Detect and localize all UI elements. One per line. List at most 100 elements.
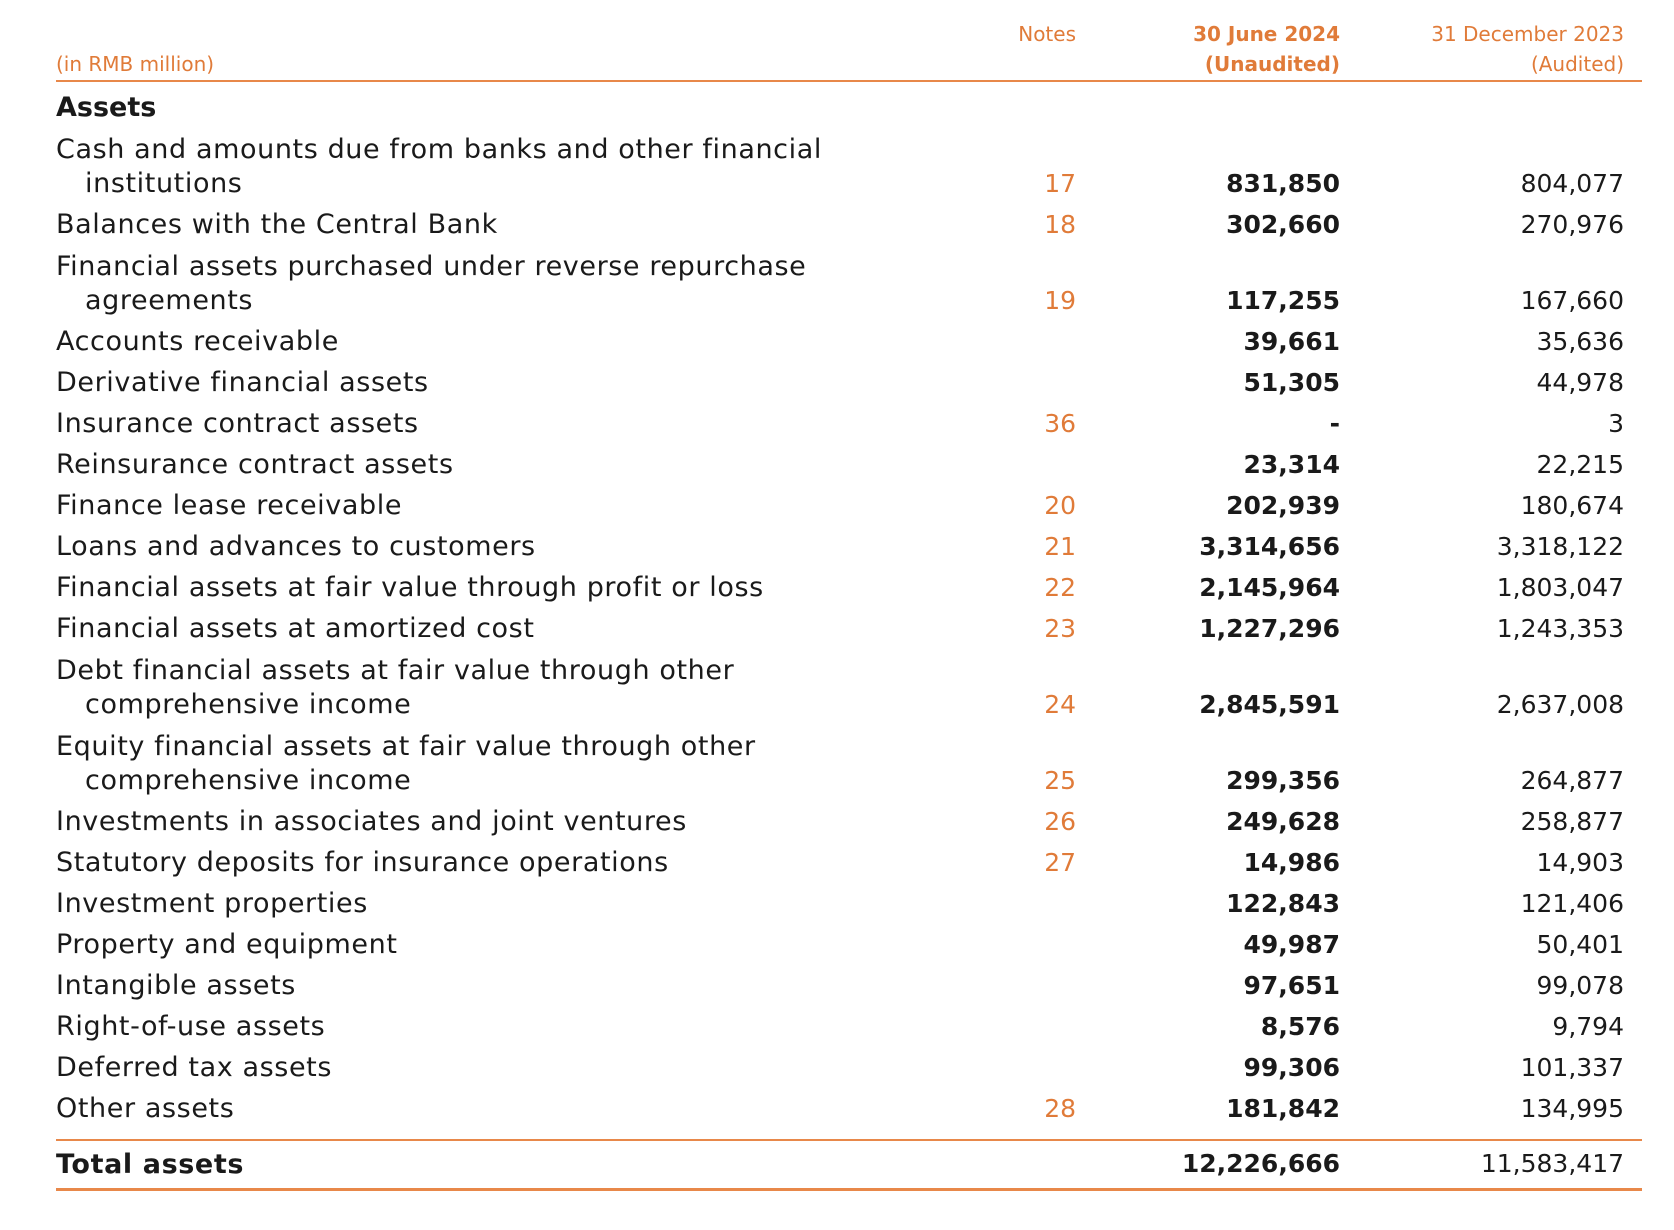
row-prior-value: 167,660 <box>1520 286 1624 315</box>
table-row: Property and equipment 49,987 50,401 <box>56 928 1642 969</box>
row-label-line: Investment properties <box>56 888 368 919</box>
row-note: 23 <box>1044 614 1076 643</box>
row-current-value: 49,987 <box>1243 930 1340 959</box>
notes-column-header: Notes <box>1018 22 1076 46</box>
row-label-line: Financial assets at fair value through p… <box>56 572 764 603</box>
asset-rows: Cash and amounts due from banks and othe… <box>56 132 1642 1133</box>
row-current-value: 14,986 <box>1243 848 1340 877</box>
table-header: (in RMB million) Notes 30 June 2024 (Una… <box>56 18 1642 82</box>
table-row: Balances with the Central Bank 18 302,660 2… <box>56 208 1642 249</box>
current-period-date: 30 June 2024 <box>1193 22 1340 46</box>
row-current-value: 249,628 <box>1226 807 1340 836</box>
row-label-line: Cash and amounts due from banks and othe… <box>56 134 822 165</box>
row-label-line: Financial assets at amortized cost <box>56 613 535 644</box>
row-note: 19 <box>1044 286 1076 315</box>
row-label: Debt financial assets at fair value thro… <box>56 654 916 722</box>
total-underline <box>56 1188 1642 1191</box>
row-label: Property and equipment <box>56 928 916 962</box>
row-current-value: 1,227,296 <box>1199 614 1340 643</box>
row-prior-value: 3,318,122 <box>1496 532 1624 561</box>
row-current-value: 3,314,656 <box>1199 532 1340 561</box>
table-row: Financial assets purchased under reverse… <box>56 249 1642 325</box>
row-label-line: Statutory deposits for insurance operati… <box>56 847 669 878</box>
row-current-value: 2,845,591 <box>1199 690 1340 719</box>
row-label: Cash and amounts due from banks and othe… <box>56 133 916 201</box>
total-divider <box>56 1139 1642 1141</box>
row-current-value: 831,850 <box>1226 169 1340 198</box>
row-label-line: Right-of-use assets <box>56 1011 326 1042</box>
table-row: Other assets 28 181,842 134,995 <box>56 1092 1642 1133</box>
row-prior-value: 101,337 <box>1520 1053 1624 1082</box>
row-label-line: Financial assets purchased under reverse… <box>56 251 807 282</box>
row-label-line: Property and equipment <box>56 929 398 960</box>
row-note: 26 <box>1044 807 1076 836</box>
table-row: Investments in associates and joint vent… <box>56 805 1642 846</box>
total-row: Total assets 12,226,666 11,583,417 <box>56 1143 1642 1187</box>
row-prior-value: 35,636 <box>1536 327 1624 356</box>
row-prior-value: 44,978 <box>1536 368 1624 397</box>
row-label-line: Deferred tax assets <box>56 1052 333 1083</box>
row-label-line: Accounts receivable <box>56 326 339 357</box>
table-row: Cash and amounts due from banks and othe… <box>56 132 1642 208</box>
row-prior-value: 264,877 <box>1520 766 1624 795</box>
row-note: 24 <box>1044 690 1076 719</box>
row-label-continuation: institutions <box>85 168 243 199</box>
row-label: Insurance contract assets <box>56 407 916 441</box>
row-label-line: Reinsurance contract assets <box>56 449 454 480</box>
row-label-continuation: comprehensive income <box>85 689 412 720</box>
row-current-value: 302,660 <box>1226 210 1340 239</box>
row-label: Deferred tax assets <box>56 1051 916 1085</box>
row-current-value: 23,314 <box>1243 450 1340 479</box>
table-row: Deferred tax assets 99,306 101,337 <box>56 1051 1642 1092</box>
row-label: Investment properties <box>56 887 916 921</box>
row-label: Equity financial assets at fair value th… <box>56 730 916 798</box>
table-row: Equity financial assets at fair value th… <box>56 729 1642 805</box>
row-label: Statutory deposits for insurance operati… <box>56 846 916 880</box>
row-prior-value: 99,078 <box>1536 971 1624 1000</box>
row-label-line: Insurance contract assets <box>56 408 419 439</box>
row-prior-value: 9,794 <box>1552 1012 1624 1041</box>
table-row: Intangible assets 97,651 99,078 <box>56 969 1642 1010</box>
row-label-line: Equity financial assets at fair value th… <box>56 731 756 762</box>
table-row: Statutory deposits for insurance operati… <box>56 846 1642 887</box>
row-label: Reinsurance contract assets <box>56 448 916 482</box>
row-label: Intangible assets <box>56 969 916 1003</box>
row-prior-value: 804,077 <box>1520 169 1624 198</box>
row-note: 17 <box>1044 169 1076 198</box>
row-label: Finance lease receivable <box>56 489 916 523</box>
total-prior-value: 11,583,417 <box>1480 1149 1624 1178</box>
row-note: 28 <box>1044 1094 1076 1123</box>
row-note: 27 <box>1044 848 1076 877</box>
row-label: Financial assets at fair value through p… <box>56 571 916 605</box>
row-current-value: 39,661 <box>1243 327 1340 356</box>
row-label: Accounts receivable <box>56 325 916 359</box>
table-row: Insurance contract assets 36 - 3 <box>56 407 1642 448</box>
row-prior-value: 134,995 <box>1520 1094 1624 1123</box>
row-label: Investments in associates and joint vent… <box>56 805 916 839</box>
prior-period-status: (Audited) <box>1530 52 1624 76</box>
row-prior-value: 3 <box>1608 409 1624 438</box>
table-row: Derivative financial assets 51,305 44,978 <box>56 366 1642 407</box>
table-row: Financial assets at fair value through p… <box>56 571 1642 612</box>
row-note: 22 <box>1044 573 1076 602</box>
row-label-line: Balances with the Central Bank <box>56 209 498 240</box>
row-prior-value: 180,674 <box>1520 491 1624 520</box>
row-label-line: Loans and advances to customers <box>56 531 536 562</box>
row-prior-value: 258,877 <box>1520 807 1624 836</box>
total-label: Total assets <box>56 1149 245 1180</box>
row-note: 36 <box>1044 409 1076 438</box>
row-prior-value: 270,976 <box>1520 210 1624 239</box>
row-current-value: 202,939 <box>1226 491 1340 520</box>
table-row: Right-of-use assets 8,576 9,794 <box>56 1010 1642 1051</box>
table-row: Reinsurance contract assets 23,314 22,215 <box>56 448 1642 489</box>
row-label: Other assets <box>56 1092 916 1126</box>
section-title: Assets <box>56 92 157 123</box>
row-label-line: Intangible assets <box>56 970 296 1001</box>
row-prior-value: 1,243,353 <box>1496 614 1624 643</box>
row-note: 18 <box>1044 210 1076 239</box>
row-label-line: Finance lease receivable <box>56 490 403 521</box>
row-current-value: 117,255 <box>1226 286 1340 315</box>
row-label: Financial assets at amortized cost <box>56 612 916 646</box>
unit-label: (in RMB million) <box>56 52 215 76</box>
